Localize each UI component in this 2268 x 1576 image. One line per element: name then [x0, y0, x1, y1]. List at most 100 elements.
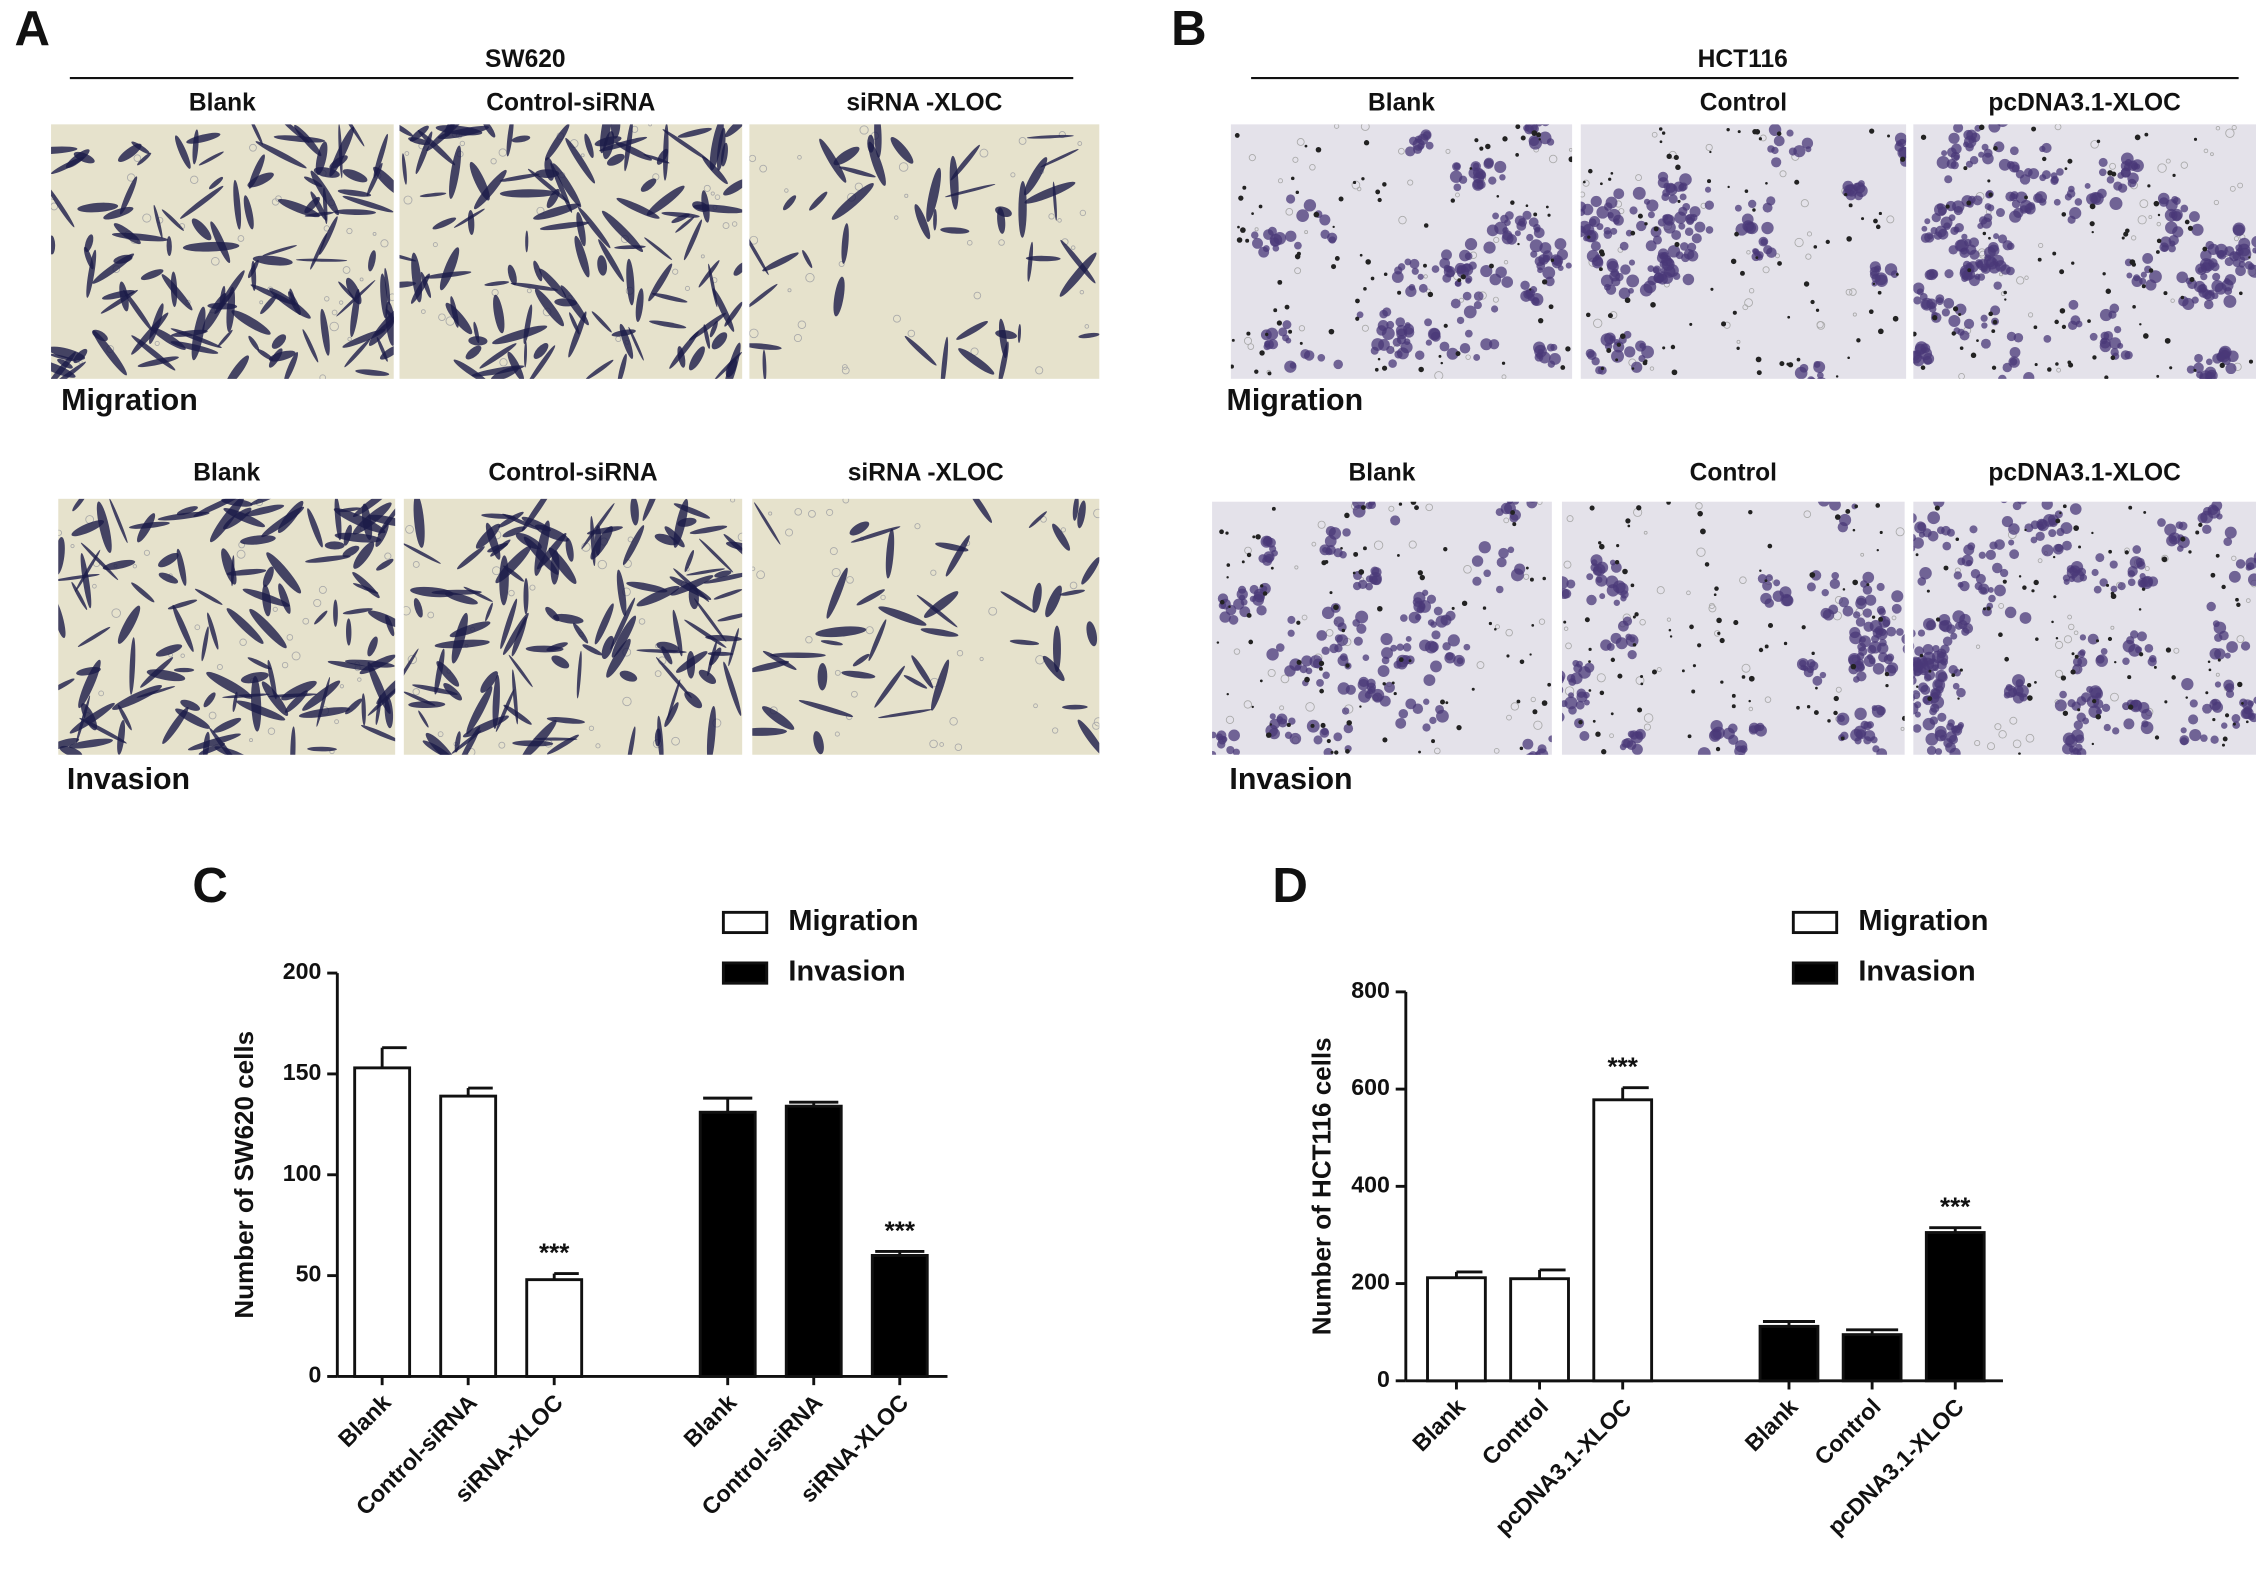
cell [426, 124, 467, 152]
debris [1265, 732, 1272, 738]
pore [346, 227, 353, 235]
cells [1230, 124, 1573, 379]
cell [367, 610, 396, 628]
cell [617, 353, 627, 379]
debris [1704, 562, 1710, 567]
y-tick-label: 0 [1377, 1366, 1390, 1392]
pore [1958, 373, 1965, 379]
debris [1885, 683, 1889, 688]
cell [646, 185, 685, 216]
cell [1369, 501, 1376, 506]
pore [1852, 312, 1857, 317]
debris [1383, 272, 1388, 277]
cell [466, 686, 493, 735]
micrograph [749, 124, 1100, 379]
pore [331, 309, 338, 316]
debris [1615, 358, 1619, 362]
debris [1485, 143, 1491, 150]
debris [2031, 589, 2035, 593]
cell [1561, 686, 1564, 694]
pore [672, 268, 679, 275]
panel-label: A [14, 2, 50, 56]
debris [1329, 591, 1333, 595]
debris [1418, 750, 1421, 754]
cell [551, 655, 570, 669]
cell [1620, 590, 1629, 599]
cell [1032, 582, 1042, 613]
cell [1800, 664, 1807, 671]
cell [1913, 690, 1921, 699]
debris [1563, 620, 1567, 624]
cell [385, 308, 394, 329]
cell [1953, 124, 1964, 133]
debris [1659, 140, 1663, 144]
cell [289, 288, 296, 306]
cell [1439, 341, 1450, 352]
cell [833, 146, 860, 166]
cell [702, 156, 728, 185]
debris [1640, 682, 1644, 686]
pore [2170, 298, 2175, 303]
debris [1255, 534, 1261, 540]
cell [692, 201, 709, 213]
cell [2209, 648, 2222, 660]
debris [2114, 660, 2117, 664]
cell [260, 294, 278, 315]
cell [1821, 588, 1829, 597]
pore [404, 151, 410, 156]
cell [849, 521, 870, 536]
cell [1988, 261, 2001, 274]
cell [96, 501, 112, 553]
cell [749, 283, 778, 309]
cell [1024, 181, 1076, 204]
cell [874, 124, 882, 158]
cell [203, 692, 216, 708]
debris [1365, 259, 1371, 265]
pore [1686, 590, 1691, 596]
cell [813, 731, 824, 755]
debris [2102, 272, 2106, 276]
cell [968, 498, 993, 523]
pore [2215, 125, 2221, 131]
cell [1062, 704, 1088, 710]
y-tick-label: 200 [1351, 1269, 1390, 1295]
cell [1978, 551, 1986, 559]
cell [2068, 745, 2076, 753]
debris [1670, 344, 1676, 350]
micrograph-background [1580, 124, 1907, 379]
cell [1045, 585, 1062, 618]
debris [1516, 699, 1521, 704]
pore [1033, 703, 1038, 709]
debris [1673, 154, 1679, 161]
cell [874, 665, 905, 708]
pore [966, 239, 973, 246]
cell [1287, 629, 1295, 637]
debris [1959, 668, 1963, 672]
pore [1035, 366, 1044, 375]
pore [1493, 748, 1500, 754]
pore [1563, 560, 1572, 569]
cell [1018, 180, 1027, 238]
cell [538, 268, 567, 299]
debris [1876, 548, 1879, 552]
cell [1836, 712, 1850, 726]
cell [83, 246, 94, 270]
pore [797, 155, 802, 160]
cell [2064, 193, 2072, 201]
pore [797, 320, 807, 329]
cell [2189, 211, 2200, 223]
debris [1381, 365, 1388, 371]
cell [552, 613, 584, 624]
pore [1748, 706, 1754, 712]
debris [1756, 370, 1762, 376]
cell [1459, 343, 1471, 354]
cell [610, 124, 621, 139]
debris [1245, 238, 1250, 243]
cell [336, 279, 376, 317]
cell [762, 650, 797, 670]
cell [1813, 361, 1826, 374]
debris [1474, 138, 1479, 143]
cell [158, 572, 179, 584]
cell [1052, 523, 1071, 551]
debris [1758, 137, 1762, 141]
